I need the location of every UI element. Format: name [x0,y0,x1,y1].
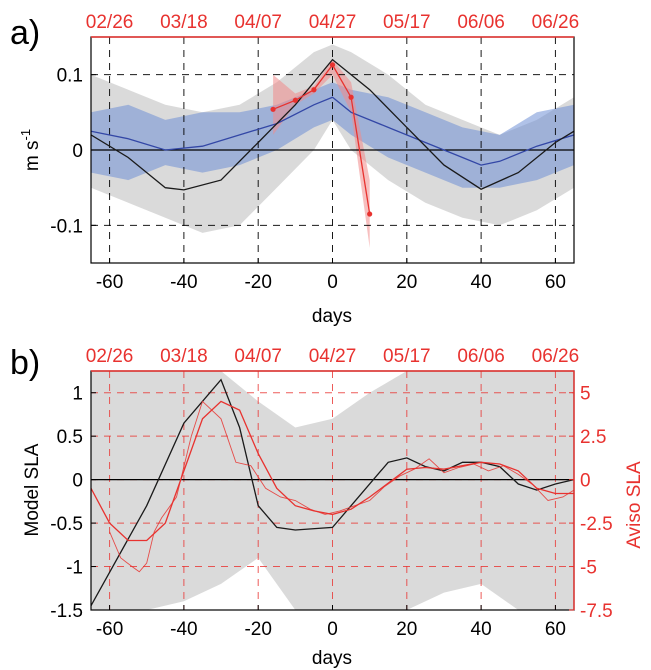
ytick-label-0: -1.5 [50,601,83,622]
panel-a-plot-area [91,37,574,263]
ytick-label-5: 1 [72,384,83,405]
series-line-3 [91,58,574,191]
ytick-label-2: -0.5 [50,514,83,535]
top-tick-label-2: 04/07 [234,12,282,33]
xtick-label-0: -60 [96,272,123,293]
xtick-label-6: 60 [545,272,566,293]
panel-a-ylabel: m s-1 [18,129,43,171]
series-marker-5-4 [348,94,354,100]
ytick-label-3: 0 [72,471,83,492]
series-line-2 [91,400,574,542]
ytick-right-label-2: -2.5 [580,514,613,535]
xtick-label-0: -60 [96,619,123,640]
panel-b-plot-area [91,371,574,610]
series-marker-5-5 [367,211,373,217]
top-tick-label-0: 02/26 [86,12,134,33]
panel-b: b) -60 -40 -20 0 20 40 60 02/26 03/18 04/07 04/27 0… [10,344,645,669]
ytick-label-4: 0.5 [57,427,83,448]
xtick-label-5: 40 [471,619,492,640]
xtick-label-3: 0 [327,272,338,293]
series-marker-5-0 [270,106,276,112]
top-tick-label-3: 04/27 [309,12,357,33]
series-marker-5-3 [329,62,336,68]
series-band-0 [91,44,574,233]
top-tick-label-0: 02/26 [86,346,134,367]
panel-b-ylabel-right: Aviso SLA [624,461,645,549]
ytick-label-1: -1 [66,558,83,579]
top-tick-label-3: 04/27 [309,346,357,367]
series-band-1 [91,82,574,188]
panel-a-xlabel: days [312,306,352,327]
top-tick-label-6: 06/26 [532,12,580,33]
ytick-right-label-3: 0 [580,471,591,492]
xtick-label-2: -20 [244,619,271,640]
xtick-label-4: 20 [396,619,417,640]
top-tick-label-2: 04/07 [234,346,282,367]
xtick-label-1: -40 [170,619,197,640]
series-line-5 [272,63,371,215]
top-tick-label-1: 03/18 [160,346,208,367]
panel-a-ylabel-group: m s-1 [18,129,43,171]
series-line-3 [109,400,574,573]
ytick-right-label-5: 5 [580,384,591,405]
top-tick-label-5: 06/06 [457,346,505,367]
panel-a: a) -60 -40 -20 0 20 40 60 02/26 03/18 04/07 04/27 0… [10,12,579,327]
top-tick-label-5: 06/06 [457,12,505,33]
xtick-label-3: 0 [327,619,338,640]
xtick-label-6: 60 [545,619,566,640]
ytick-label-2: 0.1 [57,66,83,87]
top-tick-label-4: 05/17 [383,12,431,33]
xtick-label-4: 20 [396,272,417,293]
top-tick-label-1: 03/18 [160,12,208,33]
panel-a-label: a) [10,14,40,52]
xtick-label-1: -40 [170,272,197,293]
xtick-label-2: -20 [244,272,271,293]
panel-b-xlabel: days [312,648,352,669]
series-marker-5-1 [292,97,298,103]
ytick-right-label-0: -7.5 [580,601,613,622]
ytick-label-0: -0.1 [50,216,83,237]
series-line-1 [91,378,574,607]
top-tick-label-4: 05/17 [383,346,431,367]
ytick-right-label-4: 2.5 [580,427,606,448]
panel-b-ylabel: Model SLA [22,443,43,536]
xtick-label-5: 40 [471,272,492,293]
ytick-right-label-1: -5 [580,558,597,579]
top-tick-label-6: 06/26 [532,346,580,367]
series-line-2 [91,96,574,166]
ytick-label-1: 0 [72,141,83,162]
panel-b-label: b) [10,344,40,382]
series-marker-5-2 [311,87,317,93]
